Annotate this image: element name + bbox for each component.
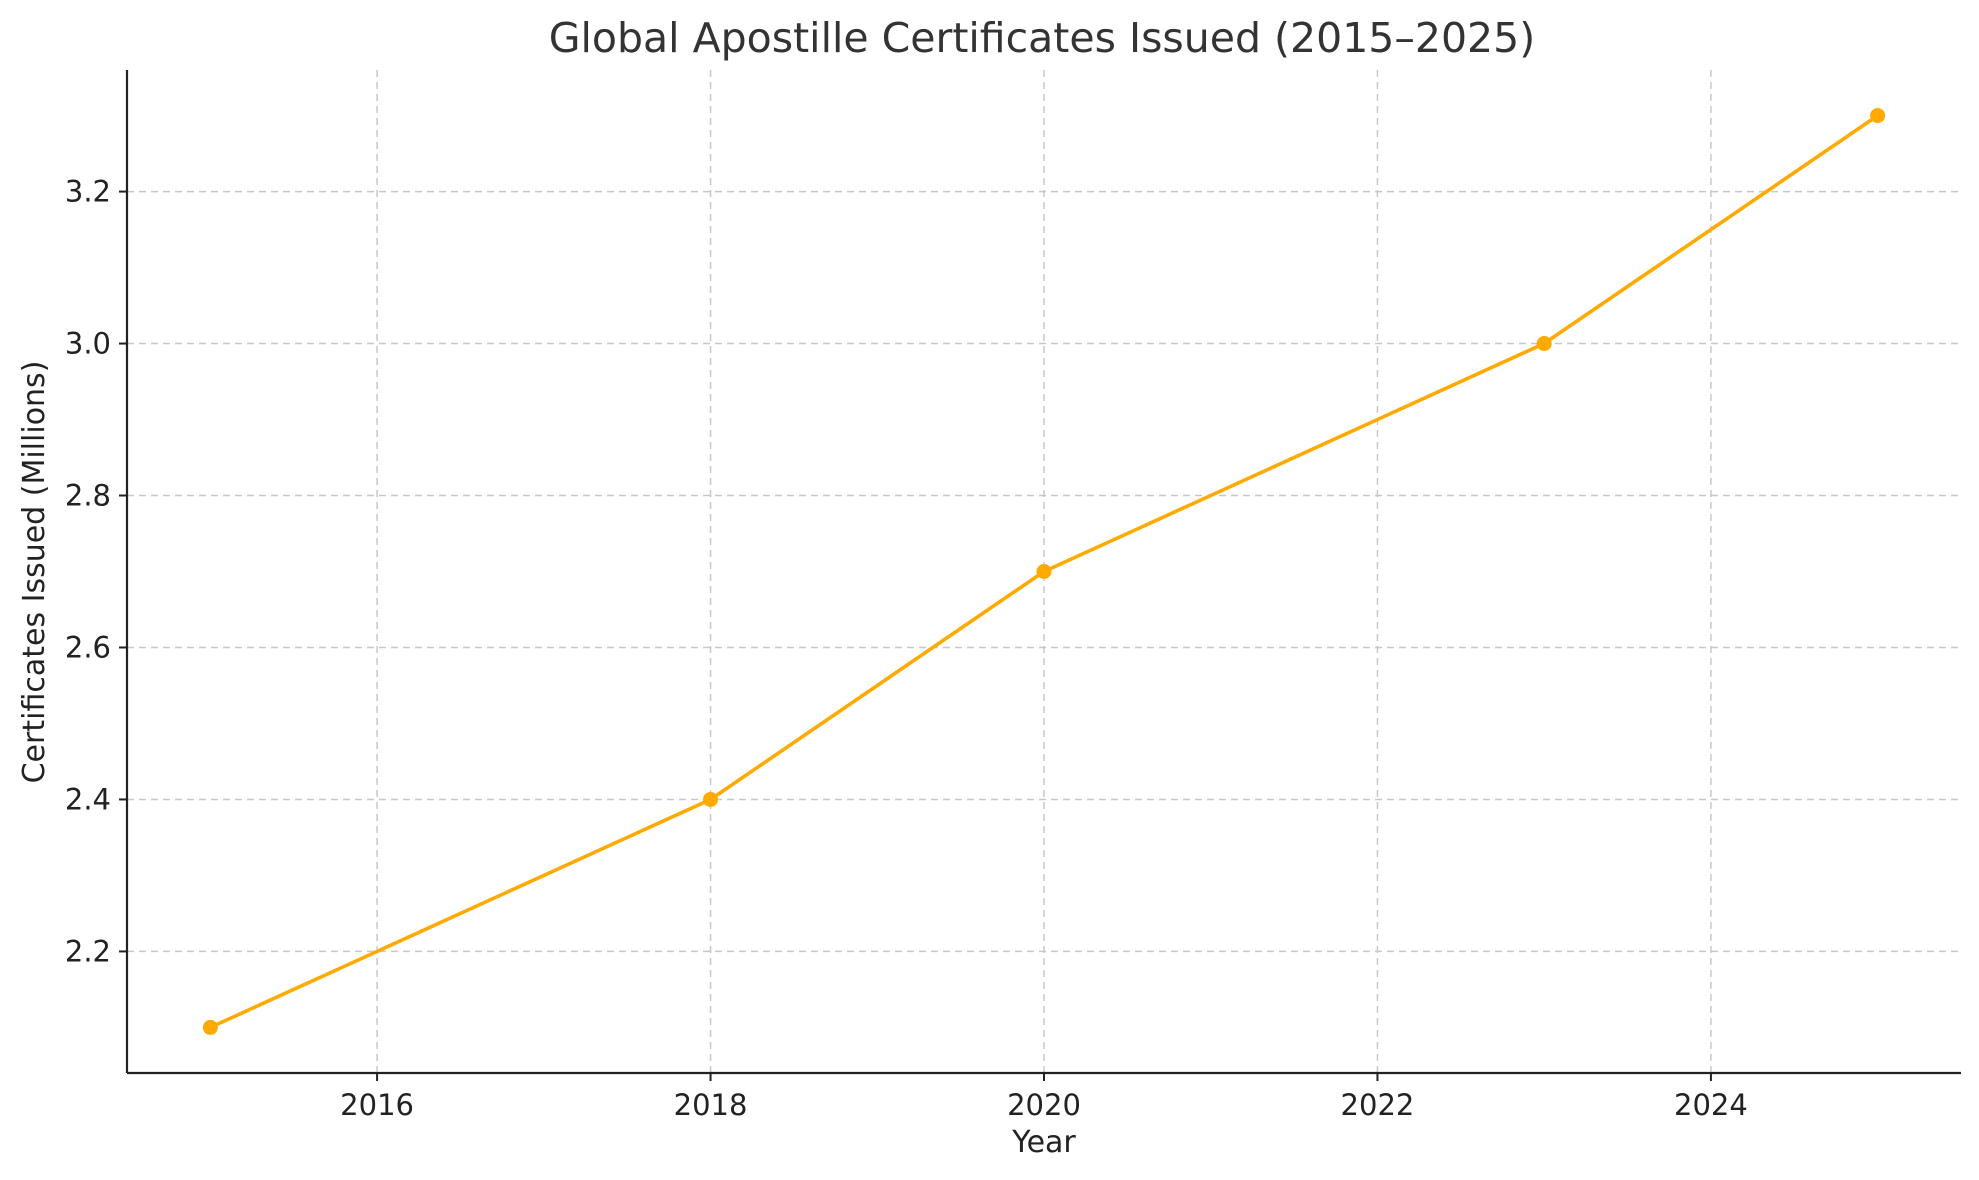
x-tick-label: 2024 (1674, 1088, 1748, 1122)
x-tick-label: 2016 (340, 1088, 414, 1122)
chart-title: Global Apostille Certificates Issued (20… (549, 14, 1535, 62)
x-axis-label: Year (1011, 1125, 1076, 1160)
y-tick-label: 3.2 (65, 175, 111, 209)
axis-ticks: 2016 2018 2020 2022 2024 2.2 2.4 2.6 2.8 3.0 3.2 (65, 175, 1748, 1122)
y-tick-label: 3.0 (65, 327, 111, 361)
data-point (1870, 108, 1886, 124)
data-point (1036, 564, 1052, 579)
x-tick-label: 2022 (1341, 1088, 1415, 1122)
x-tick-label: 2018 (674, 1088, 748, 1122)
data-point (1536, 336, 1552, 352)
data-point (202, 1019, 218, 1035)
y-axis-label: Certificates Issued (Millions) (17, 361, 52, 784)
y-tick-label: 2.4 (65, 782, 111, 816)
data-point (703, 791, 719, 807)
x-tick-label: 2020 (1007, 1088, 1081, 1122)
y-tick-label: 2.8 (65, 479, 111, 513)
series-layer (202, 108, 1886, 1035)
grid-lines (127, 70, 1961, 1073)
y-tick-label: 2.2 (65, 934, 111, 968)
y-tick-label: 2.6 (65, 630, 111, 664)
